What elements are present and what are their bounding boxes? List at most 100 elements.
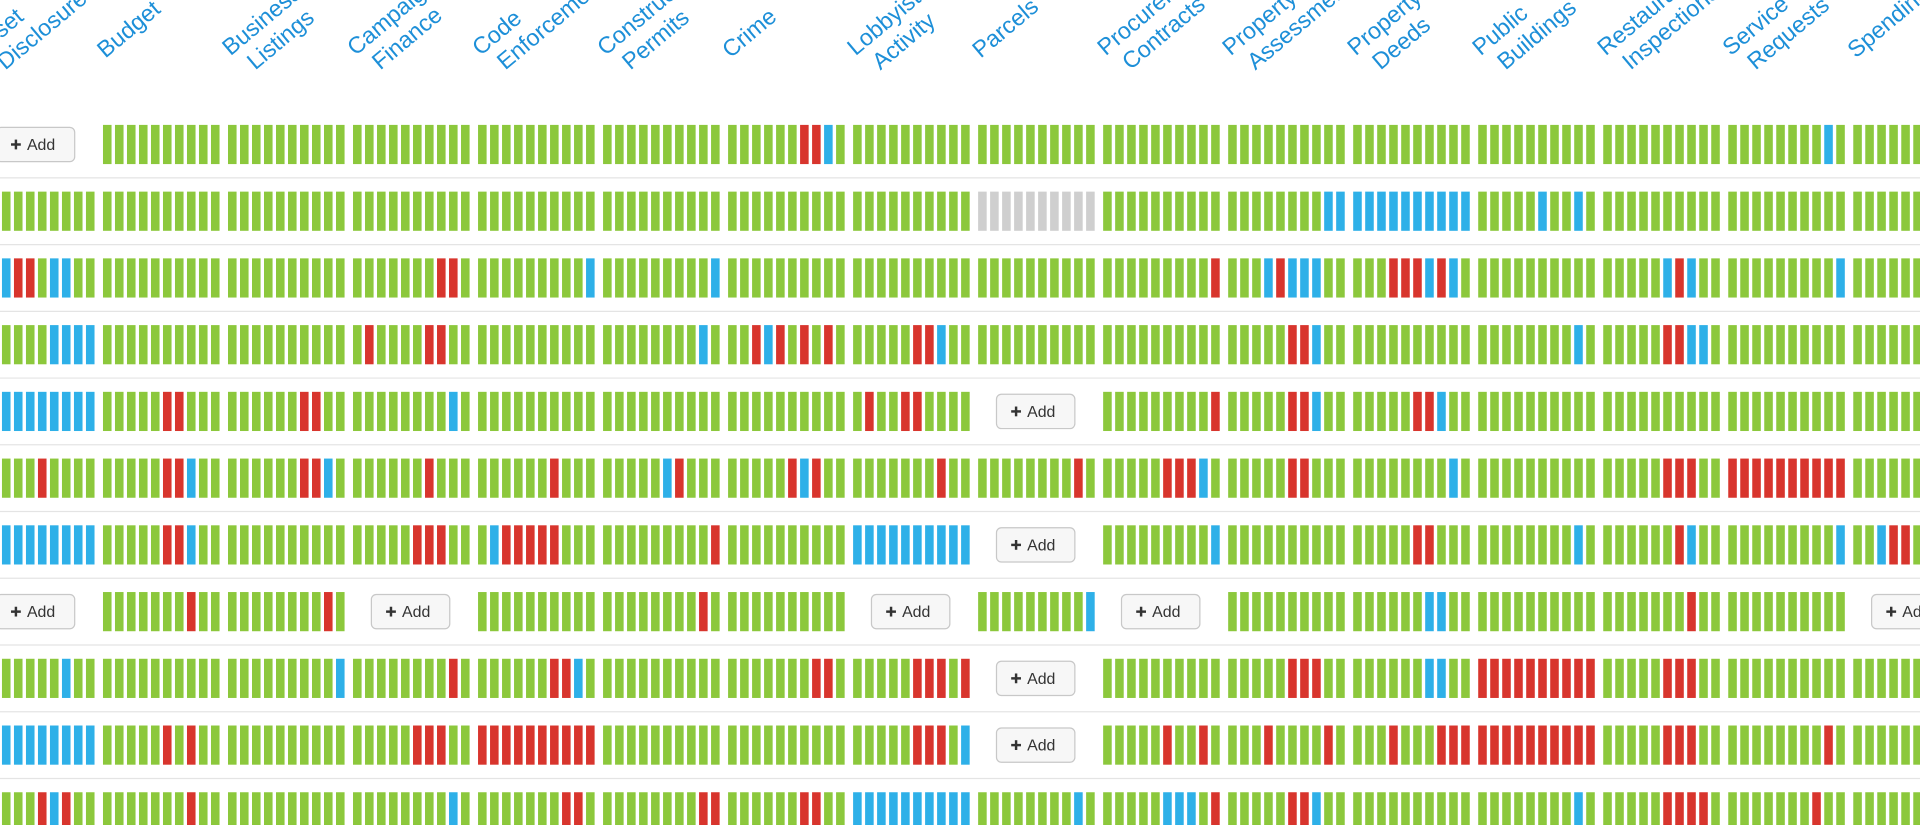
add-button[interactable]: Add — [995, 660, 1076, 697]
status-bar — [288, 658, 297, 698]
add-button[interactable]: Add — [870, 593, 951, 630]
button-label[interactable]: Add — [1027, 404, 1055, 421]
status-bar — [675, 258, 684, 298]
status-bar — [1014, 325, 1023, 365]
status-bar — [1401, 525, 1410, 565]
status-bar — [961, 325, 970, 365]
add-button[interactable]: Add — [0, 126, 76, 163]
status-bar — [1889, 258, 1898, 298]
status-bar — [651, 191, 660, 231]
status-bar — [1115, 458, 1124, 498]
status-bar — [413, 124, 422, 165]
status-bar — [764, 725, 773, 765]
status-bar — [138, 391, 148, 432]
status-bar — [913, 258, 922, 298]
status-cell — [1728, 725, 1845, 765]
button-body[interactable] — [370, 593, 451, 630]
status-bar — [1776, 592, 1785, 632]
status-bar — [824, 124, 833, 165]
status-bar — [514, 792, 523, 825]
button-body[interactable] — [0, 593, 76, 630]
button-body[interactable] — [995, 727, 1076, 763]
status-bar — [711, 725, 720, 765]
status-bar — [1675, 458, 1684, 498]
add-button[interactable]: Add — [370, 593, 451, 630]
button-label[interactable]: Add — [1027, 537, 1055, 554]
status-bar — [699, 124, 708, 165]
status-cell — [1103, 258, 1220, 298]
button-label[interactable]: Add — [27, 137, 55, 154]
status-bar — [37, 525, 47, 565]
status-bar — [550, 391, 559, 432]
status-bar — [377, 325, 386, 365]
button-label[interactable]: Add — [402, 604, 430, 621]
button-label[interactable]: Add — [27, 604, 55, 621]
status-cell — [1228, 592, 1345, 632]
status-bar — [138, 658, 148, 698]
status-cell — [228, 592, 345, 632]
button-body[interactable] — [995, 393, 1076, 430]
status-bar — [1639, 124, 1648, 165]
status-bar — [1276, 725, 1285, 765]
status-bar — [1526, 658, 1535, 698]
status-bar — [1139, 191, 1148, 231]
status-bar — [1264, 658, 1273, 698]
button-label[interactable]: Add — [1027, 671, 1055, 688]
status-bar — [138, 792, 148, 825]
add-button[interactable]: Add — [995, 527, 1076, 563]
status-bar — [85, 258, 95, 298]
status-bar — [1264, 258, 1273, 298]
status-bar — [49, 458, 59, 498]
button-body[interactable] — [995, 660, 1076, 697]
status-bar — [1550, 325, 1559, 365]
add-button[interactable]: Add — [1120, 593, 1201, 630]
status-cell — [1853, 391, 1920, 432]
status-bar — [461, 792, 470, 825]
status-bar — [1228, 391, 1237, 432]
status-cell — [1478, 792, 1595, 825]
status-bar — [1752, 258, 1761, 298]
status-cell — [1478, 725, 1595, 765]
status-bar — [174, 525, 184, 565]
button-label[interactable]: Add — [1902, 604, 1920, 621]
button-label[interactable]: Add — [1152, 604, 1180, 621]
button-body[interactable] — [870, 593, 951, 630]
add-button[interactable]: Add — [995, 393, 1076, 430]
status-bar — [1139, 124, 1148, 165]
status-bar — [853, 258, 862, 298]
button-label[interactable]: Add — [1027, 738, 1055, 755]
status-bar — [550, 124, 559, 165]
status-bar — [1699, 391, 1708, 432]
button-body[interactable] — [0, 126, 76, 163]
status-bar — [1252, 725, 1261, 765]
status-bar — [1800, 658, 1809, 698]
status-bar — [1103, 458, 1112, 498]
status-bar — [1889, 725, 1898, 765]
status-bar — [186, 658, 196, 698]
status-bar — [288, 525, 297, 565]
add-button[interactable]: Add — [0, 593, 76, 630]
status-bar — [1603, 191, 1612, 231]
button-label[interactable]: Add — [902, 604, 930, 621]
add-button[interactable]: Add — [1871, 593, 1920, 630]
status-bar — [1062, 325, 1071, 365]
status-cell — [353, 325, 470, 365]
status-bar — [1490, 458, 1499, 498]
status-bar — [711, 658, 720, 698]
add-button[interactable]: Add — [995, 727, 1076, 763]
status-bar — [1901, 658, 1910, 698]
status-bar — [198, 191, 208, 231]
button-body[interactable] — [1120, 593, 1201, 630]
status-bar — [1413, 592, 1422, 632]
status-bar — [324, 792, 333, 825]
status-bar — [252, 458, 261, 498]
status-cell — [1, 258, 95, 298]
status-bar — [1461, 592, 1470, 632]
status-bar — [913, 525, 922, 565]
status-bar — [1800, 124, 1809, 165]
status-bar — [276, 325, 285, 365]
button-body[interactable] — [995, 527, 1076, 563]
status-bar — [639, 592, 648, 632]
status-bar — [1740, 458, 1749, 498]
status-bar — [1413, 258, 1422, 298]
